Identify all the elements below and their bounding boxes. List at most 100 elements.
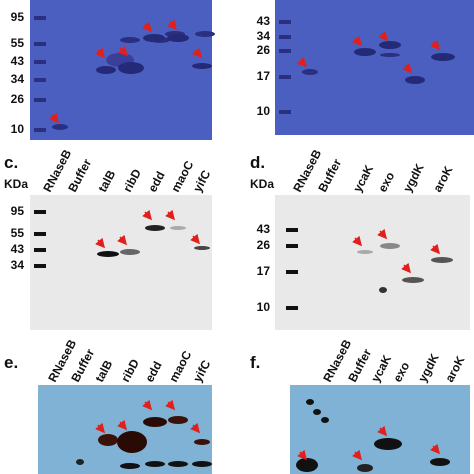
- arrow: [401, 262, 412, 274]
- marker-label: 26: [11, 92, 25, 106]
- protein-band: [145, 225, 165, 231]
- protein-band: [380, 53, 400, 57]
- arrow: [142, 209, 153, 221]
- protein-band: [192, 461, 212, 467]
- marker-label: 34: [257, 29, 271, 43]
- arrow: [95, 47, 106, 59]
- marker-label: 17: [257, 69, 271, 83]
- marker-label: 43: [257, 222, 271, 236]
- ladder-band: [286, 228, 298, 232]
- protein-band: [357, 464, 373, 472]
- arrow: [430, 443, 441, 455]
- protein-band: [402, 277, 424, 283]
- arrow: [190, 422, 201, 434]
- arrow: [430, 39, 441, 51]
- arrow: [165, 399, 176, 411]
- protein-band: [379, 41, 401, 49]
- gel-image: [38, 385, 212, 474]
- lane-label: exo: [390, 360, 412, 385]
- marker-label: 43: [11, 54, 25, 68]
- ladder-band: [279, 35, 291, 39]
- protein-band: [430, 458, 450, 466]
- arrow: [190, 233, 201, 245]
- arrow: [402, 62, 413, 74]
- protein-band: [76, 459, 84, 465]
- lane-label: ycaK: [350, 162, 376, 194]
- marker-label: 17: [257, 264, 271, 278]
- lane-label: ribD: [120, 166, 144, 194]
- panel-label: f.: [250, 353, 260, 372]
- ladder-band: [279, 75, 291, 79]
- lane-label: ribD: [118, 356, 142, 384]
- lane-label: aroK: [430, 163, 455, 194]
- protein-band: [96, 66, 116, 74]
- lane-label: edd: [142, 359, 164, 384]
- unit-label: KDa: [4, 177, 28, 191]
- panel-label: e.: [4, 353, 18, 372]
- protein-band: [118, 62, 144, 74]
- gel-image: [30, 195, 212, 330]
- protein-band: [120, 249, 140, 255]
- arrow: [297, 449, 308, 461]
- protein-band: [98, 434, 118, 446]
- lane-label: ygdK: [400, 161, 427, 194]
- arrow: [49, 112, 60, 124]
- protein-band: [168, 416, 188, 424]
- marker-label: 34: [11, 72, 25, 86]
- protein-band: [167, 34, 189, 42]
- arrow: [352, 449, 363, 461]
- arrow: [142, 399, 153, 411]
- protein-band: [357, 250, 373, 254]
- protein-band: [168, 461, 188, 467]
- arrow: [377, 228, 388, 240]
- ladder-band: [34, 210, 46, 214]
- marker-label: 43: [11, 242, 25, 256]
- ladder-band: [34, 128, 46, 132]
- ladder-band: [279, 110, 291, 114]
- protein-band: [354, 48, 376, 56]
- lane-label: talB: [95, 168, 118, 195]
- ladder-band: [34, 98, 46, 102]
- arrow: [296, 56, 308, 68]
- marker-label: 10: [257, 104, 271, 118]
- unit-label: KDa: [250, 177, 274, 191]
- lane-label: maoC: [166, 348, 194, 384]
- protein-band: [143, 417, 167, 427]
- arrow: [117, 419, 128, 431]
- protein-band: [302, 69, 318, 75]
- ladder-band: [286, 244, 298, 248]
- arrow: [117, 234, 128, 246]
- arrow: [430, 243, 441, 255]
- protein-band: [194, 246, 210, 250]
- protein-band: [306, 399, 314, 405]
- arrow: [95, 422, 106, 434]
- gel-image: [275, 0, 474, 135]
- protein-band: [143, 34, 165, 42]
- protein-band: [145, 461, 165, 467]
- protein-band: [431, 257, 453, 263]
- marker-label: 95: [11, 204, 25, 218]
- lane-label: ygdK: [415, 351, 442, 384]
- panel: 95 55 43 34 26 10: [11, 0, 215, 140]
- protein-band: [192, 63, 212, 69]
- protein-band: [194, 439, 210, 445]
- arrow: [352, 235, 363, 247]
- marker-label: 26: [257, 43, 271, 57]
- ladder-band: [286, 270, 298, 274]
- protein-band: [97, 251, 119, 257]
- ladder-band: [34, 42, 46, 46]
- arrow: [117, 45, 129, 57]
- lane-label: exo: [375, 170, 397, 195]
- lane-label: talB: [92, 358, 115, 385]
- protein-band: [296, 458, 318, 472]
- arrow: [165, 209, 176, 221]
- arrow: [352, 35, 363, 47]
- ladder-band: [34, 16, 46, 20]
- protein-band: [120, 463, 140, 469]
- protein-band: [313, 409, 321, 415]
- marker-label: 34: [11, 258, 25, 272]
